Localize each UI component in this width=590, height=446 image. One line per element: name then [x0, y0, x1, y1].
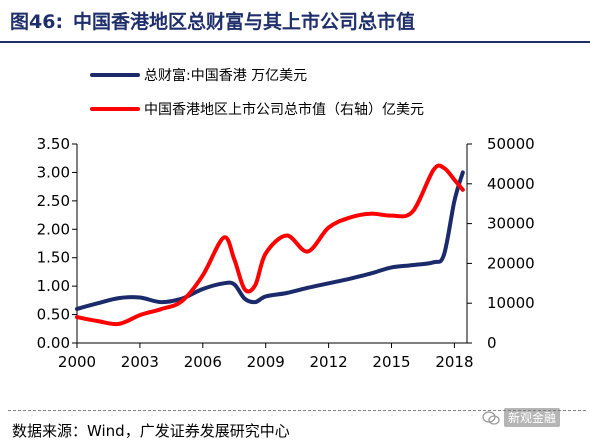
- watermark: 新观金融: [482, 408, 561, 427]
- figure-label: 图46:: [10, 10, 64, 33]
- x-axis-tick-label: 2012: [310, 353, 348, 371]
- figure-title: 中国香港地区总财富与其上市公司总市值: [73, 10, 416, 33]
- legend-label-mktcap: 中国香港地区上市公司总市值（右轴）亿美元: [144, 102, 424, 118]
- left-axis-tick-label: 3.00: [37, 163, 70, 181]
- right-axis-tick-label: 30000: [487, 215, 535, 233]
- legend-swatch-wealth: [90, 73, 140, 77]
- x-axis-tick-label: 2009: [247, 353, 285, 371]
- source-divider: [8, 410, 586, 411]
- left-axis-tick-label: 0.50: [37, 306, 70, 324]
- right-axis-tick-label: 10000: [487, 294, 535, 312]
- x-axis-tick-label: 2018: [435, 353, 473, 371]
- left-axis-tick-label: 3.50: [37, 135, 70, 153]
- title-divider: [0, 41, 590, 43]
- series-line-wealth: [75, 170, 465, 311]
- line-chart: 0.00 0.50 1.00 1.50 2.00 2.50 3.00 3.50 0 10000 20…: [37, 135, 535, 371]
- legend-swatch-mktcap: [90, 107, 140, 111]
- legend-item-wealth: 总财富:中国香港 万亿美元: [90, 58, 424, 92]
- left-axis-tick-label: 0.00: [37, 334, 70, 352]
- right-axis-tick-label: 40000: [487, 175, 535, 193]
- right-axis-tick-label: 20000: [487, 254, 535, 272]
- wechat-icon: [482, 410, 500, 425]
- x-axis-tick-label: 2015: [372, 353, 410, 371]
- x-axis-tick-label: 2003: [121, 353, 159, 371]
- figure-header: 图46: 中国香港地区总财富与其上市公司总市值: [0, 0, 590, 40]
- x-axis-tick-label: 2000: [58, 353, 96, 371]
- legend-label-wealth: 总财富:中国香港 万亿美元: [144, 68, 308, 84]
- legend-item-mktcap: 中国香港地区上市公司总市值（右轴）亿美元: [90, 92, 424, 126]
- right-axis-tick-label: 50000: [487, 135, 535, 153]
- left-axis-tick-label: 2.50: [37, 192, 70, 210]
- left-axis-tick-label: 2.00: [37, 220, 70, 238]
- right-axis-tick-label: 0: [487, 334, 497, 352]
- source-note: 数据来源：Wind，广发证券发展研究中心: [12, 422, 290, 440]
- x-axis-tick-label: 2006: [184, 353, 222, 371]
- left-axis-tick-label: 1.00: [37, 277, 70, 295]
- series-line-mktcap: [75, 163, 465, 327]
- left-axis-tick-label: 1.50: [37, 249, 70, 267]
- watermark-text: 新观金融: [504, 408, 561, 427]
- chart-legend: 总财富:中国香港 万亿美元 中国香港地区上市公司总市值（右轴）亿美元: [90, 58, 424, 126]
